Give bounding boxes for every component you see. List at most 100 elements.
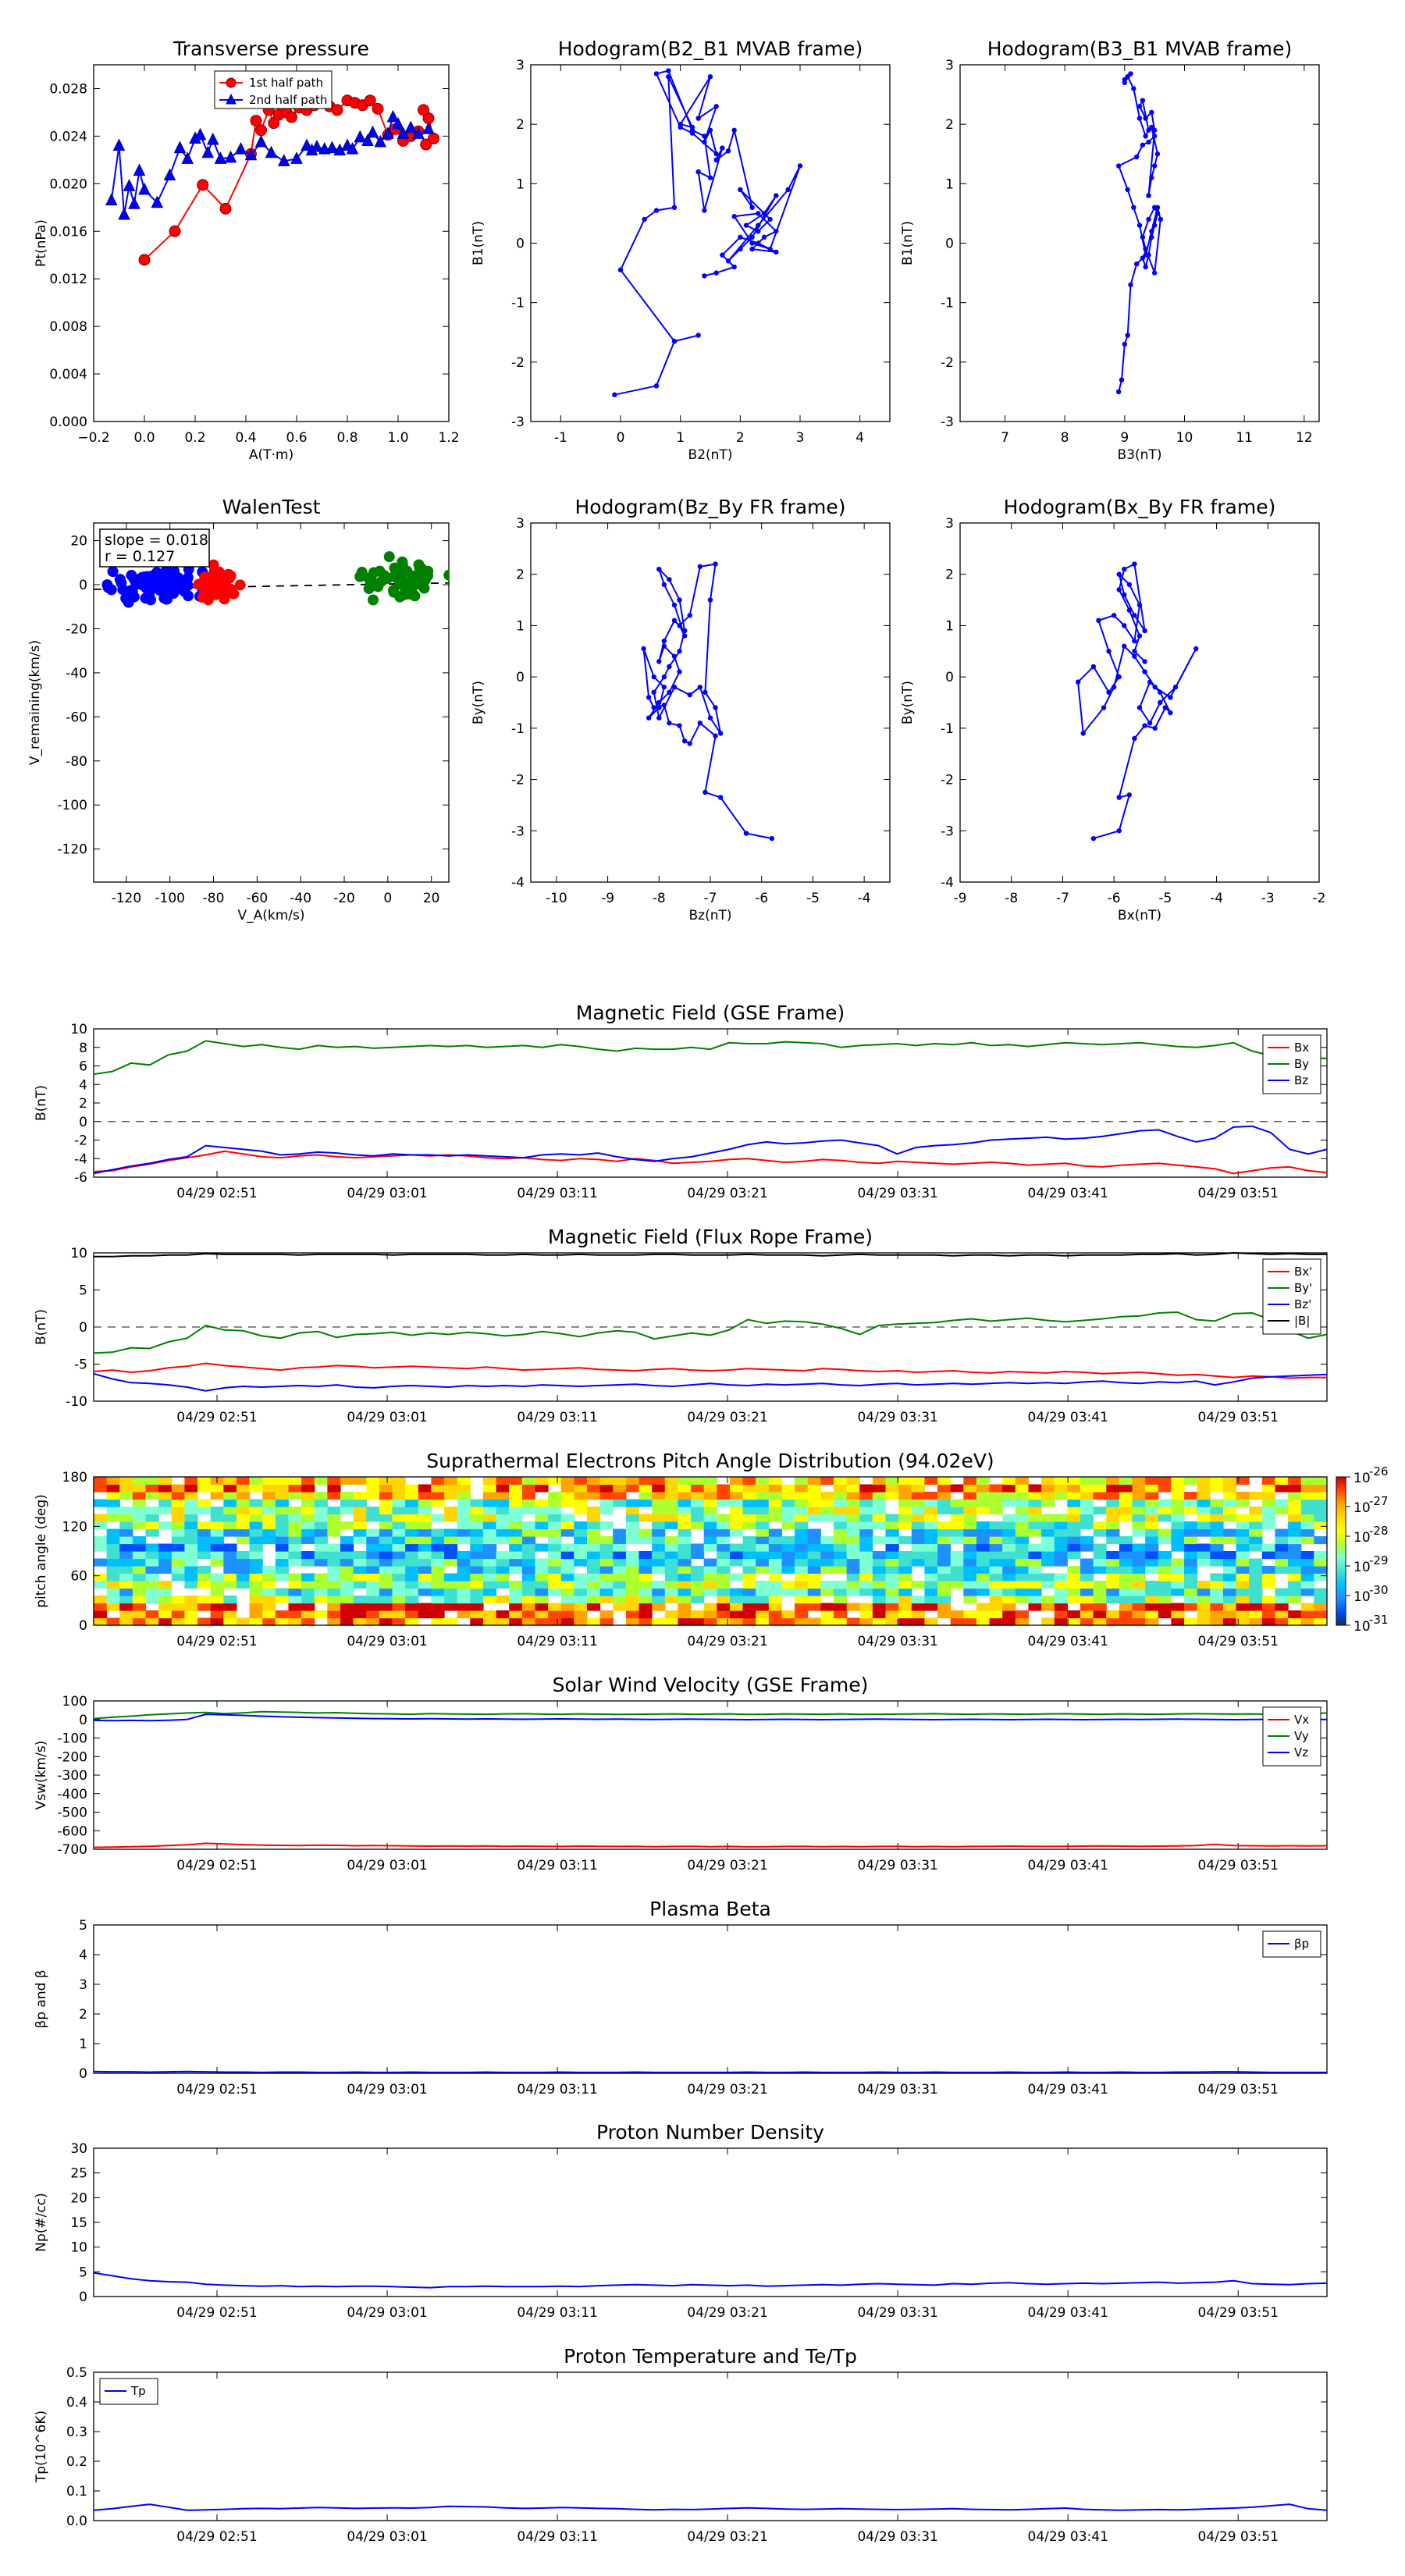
heat-cell xyxy=(457,1484,471,1493)
heat-cell xyxy=(1222,1507,1237,1515)
heat-cell xyxy=(301,1581,315,1589)
heat-cell xyxy=(937,1499,951,1507)
heat-cell xyxy=(989,1558,1003,1567)
heat-cell xyxy=(119,1617,133,1626)
data-point xyxy=(651,674,656,680)
heat-cell xyxy=(1080,1617,1094,1626)
heat-cell xyxy=(482,1528,497,1537)
legend-label: |B| xyxy=(1294,1314,1310,1328)
heat-cell xyxy=(1300,1558,1314,1567)
x-tick-label: 3 xyxy=(796,430,805,446)
heat-cell xyxy=(171,1573,186,1582)
heat-cell xyxy=(1002,1566,1016,1574)
plot-area xyxy=(94,551,449,608)
heat-cell xyxy=(496,1573,510,1582)
heat-cell xyxy=(1106,1596,1120,1604)
data-point xyxy=(666,68,671,73)
heat-cell xyxy=(1197,1484,1211,1493)
heat-cell xyxy=(288,1573,302,1582)
heat-cell xyxy=(444,1551,458,1560)
heat-cell xyxy=(1184,1528,1198,1537)
heat-cell xyxy=(587,1484,601,1493)
heat-cell xyxy=(184,1477,198,1485)
heat-cell xyxy=(548,1588,562,1596)
heat-cell xyxy=(1197,1514,1211,1522)
x-tick-label: 04/29 03:31 xyxy=(857,1410,937,1425)
x-tick-label: 04/29 02:51 xyxy=(176,2529,257,2545)
heat-cell xyxy=(859,1507,873,1515)
y-tick-label: -2 xyxy=(941,773,954,788)
heat-cell xyxy=(1132,1514,1146,1522)
heat-cell xyxy=(1067,1581,1081,1589)
heat-cell xyxy=(236,1507,251,1515)
heat-cell xyxy=(379,1477,393,1485)
x-tick-label: 04/29 03:51 xyxy=(1198,2082,1279,2097)
y-tick-label: 0 xyxy=(79,2066,87,2082)
y-tick-label: -1 xyxy=(941,721,954,737)
heat-cell xyxy=(1041,1536,1055,1545)
heat-cell xyxy=(1236,1558,1250,1567)
heat-cell xyxy=(924,1566,938,1574)
x-tick-label: 04/29 03:11 xyxy=(517,2082,597,2097)
x-tick-label: 9 xyxy=(1120,430,1129,446)
heat-cell xyxy=(314,1596,328,1604)
heat-cell xyxy=(678,1617,692,1626)
heat-cell xyxy=(1145,1596,1159,1604)
heat-cell xyxy=(184,1521,198,1530)
data-point xyxy=(160,564,172,576)
heat-cell xyxy=(678,1507,692,1515)
heat-cell xyxy=(210,1603,224,1611)
heat-cell xyxy=(963,1521,977,1530)
heat-cell xyxy=(560,1610,574,1619)
heat-cell xyxy=(94,1536,108,1545)
heat-cell xyxy=(470,1573,484,1582)
heat-cell xyxy=(599,1596,614,1604)
heat-cell xyxy=(366,1588,380,1596)
heat-cell xyxy=(859,1484,873,1493)
heat-cell xyxy=(613,1588,627,1596)
heat-cell xyxy=(1106,1558,1120,1567)
heat-cell xyxy=(1249,1521,1263,1530)
heat-cell xyxy=(288,1528,302,1537)
heat-cell xyxy=(756,1492,770,1500)
chart-pad: Suprathermal Electrons Pitch Angle Distr… xyxy=(34,1450,1389,1649)
heat-cell xyxy=(807,1551,821,1560)
heat-cell xyxy=(366,1492,380,1500)
y-tick-label: 6 xyxy=(79,1059,87,1075)
heat-cell xyxy=(625,1603,640,1611)
heat-cell xyxy=(184,1507,198,1515)
heat-cell xyxy=(1184,1551,1198,1560)
data-point xyxy=(651,689,656,696)
heat-cell xyxy=(756,1543,770,1552)
heat-cell xyxy=(1158,1573,1172,1582)
heat-cell xyxy=(1184,1477,1198,1485)
heat-cell xyxy=(1080,1596,1094,1604)
heat-cell xyxy=(470,1603,484,1611)
heat-cell xyxy=(236,1484,251,1493)
heat-cell xyxy=(742,1492,756,1500)
heat-cell xyxy=(976,1528,991,1537)
heat-cell xyxy=(768,1507,783,1515)
heat-cell xyxy=(756,1536,770,1545)
heat-cell xyxy=(846,1514,860,1522)
heat-cell xyxy=(613,1528,627,1537)
heat-cell xyxy=(574,1581,588,1589)
heat-cell xyxy=(574,1588,588,1596)
heat-cell xyxy=(496,1610,510,1619)
heat-cell xyxy=(717,1551,731,1560)
heat-cell xyxy=(756,1603,770,1611)
data-point xyxy=(756,240,761,246)
heat-cell xyxy=(834,1588,848,1596)
heat-cell xyxy=(613,1596,627,1604)
heat-cell xyxy=(521,1581,536,1589)
heat-cell xyxy=(599,1492,614,1500)
heat-cell xyxy=(1132,1588,1146,1596)
data-point xyxy=(774,229,779,234)
heat-cell xyxy=(1093,1596,1107,1604)
heat-cell xyxy=(236,1499,251,1507)
heat-cell xyxy=(885,1573,899,1582)
heat-cell xyxy=(560,1596,574,1604)
heat-cell xyxy=(1002,1581,1016,1589)
